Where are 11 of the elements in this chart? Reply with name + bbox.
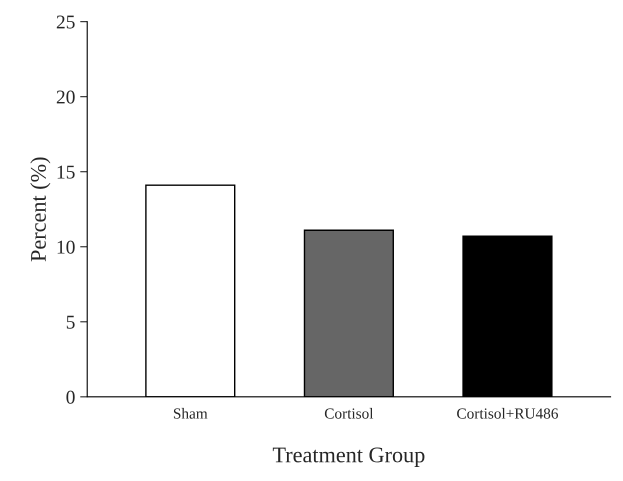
y-tick-label: 15 [58,166,75,179]
x-tick-label: Sham [174,408,208,419]
y-tick-label: 5 [66,316,75,329]
y-tick-label: 25 [56,16,75,29]
y-axis-title: Percent (%) [30,157,50,262]
x-axis-title: Treatment Group [272,447,424,467]
y-tick-label: 20 [56,90,75,104]
x-tick-label: Cortisol [324,408,374,419]
y-tick-label: 10 [58,240,75,254]
y-tick-label: 0 [66,390,75,404]
x-tick-label: Cortisol+RU486 [457,408,558,419]
